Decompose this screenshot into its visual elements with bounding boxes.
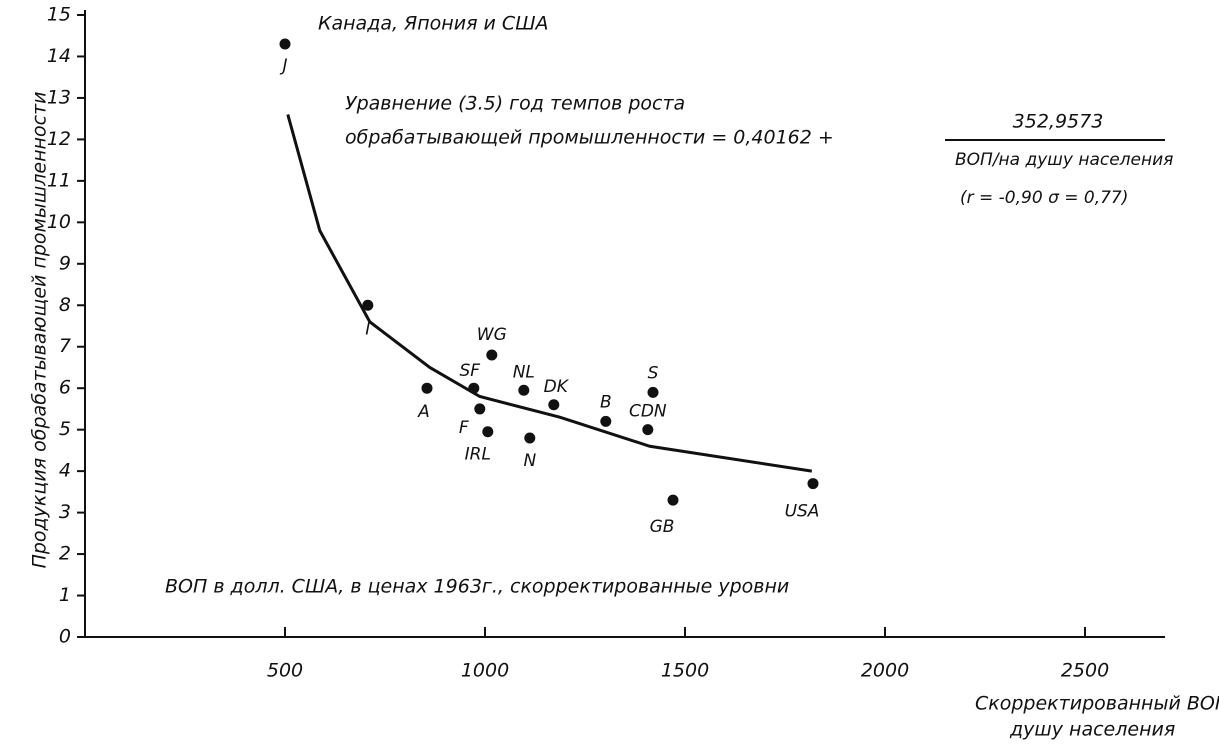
point-label: N	[523, 451, 536, 471]
point	[421, 382, 433, 394]
point	[642, 424, 654, 436]
point-label: SF	[460, 361, 481, 381]
y-tick-label: 3	[59, 501, 71, 523]
point-label: J	[279, 56, 287, 76]
point	[474, 403, 486, 415]
y-tick-label: 0	[59, 626, 71, 648]
y-tick-label: 12	[47, 128, 71, 150]
y-tick-label: 9	[59, 252, 71, 274]
y-tick-label: 7	[59, 335, 71, 357]
point	[667, 494, 679, 506]
y-tick-label: 8	[59, 294, 71, 316]
y-tick-label: 15	[47, 4, 71, 26]
note: ВОП в долл. США, в ценах 1963г., скоррек…	[165, 576, 789, 598]
y-tick-label: 6	[59, 377, 71, 399]
point-label: GB	[650, 517, 675, 537]
y-tick-label: 1	[59, 584, 71, 606]
y-tick-label: 2	[59, 543, 71, 565]
point-label: F	[459, 418, 469, 438]
point-label: S	[648, 363, 659, 383]
point-label: USA	[785, 502, 820, 522]
y-tick-label: 4	[59, 460, 71, 482]
x-axis-label: душу населения	[1009, 719, 1175, 741]
point-label: CDN	[629, 402, 667, 422]
point	[518, 384, 530, 396]
x-tick-label: 500	[267, 660, 303, 682]
y-tick-label: 11	[47, 169, 71, 191]
point-label: DK	[544, 377, 570, 397]
equation-denominator: ВОП/на душу населения	[955, 150, 1173, 170]
y-tick-label: 14	[47, 45, 71, 67]
y-axis-label: Продукция обрабатывающей промышленности	[29, 92, 51, 569]
stats: (r = -0,90 σ = 0,77)	[960, 188, 1128, 208]
equation: Уравнение (3.5) год темпов роста	[345, 93, 685, 115]
point	[279, 38, 291, 50]
point-label: B	[600, 392, 612, 412]
point	[362, 299, 374, 311]
point	[807, 478, 819, 490]
point-label: A	[417, 402, 430, 422]
equation-numerator: 352,9573	[1013, 111, 1104, 133]
equation: обрабатывающей промышленности = 0,40162 …	[345, 127, 834, 149]
point-label: IRL	[465, 445, 491, 465]
x-tick-label: 1000	[461, 660, 509, 682]
y-tick-label: 10	[47, 211, 71, 233]
point	[548, 399, 560, 411]
x-axis-label: Скорректированный ВОП/на	[975, 693, 1219, 715]
x-tick-label: 2500	[1061, 660, 1109, 682]
y-tick-label: 5	[59, 418, 71, 440]
x-tick-label: 2000	[861, 660, 909, 682]
point	[647, 386, 659, 398]
point	[486, 349, 498, 361]
y-tick-label: 13	[47, 86, 71, 108]
point	[600, 415, 612, 427]
point	[468, 382, 480, 394]
chart-title: Канада, Япония и США	[318, 13, 549, 35]
point	[482, 426, 494, 438]
fit-curve	[286, 114, 813, 473]
x-tick-label: 1500	[661, 660, 709, 682]
point-label: WG	[477, 325, 507, 345]
point-label: NL	[513, 362, 535, 382]
point	[524, 432, 536, 444]
point-label: I	[365, 319, 370, 339]
